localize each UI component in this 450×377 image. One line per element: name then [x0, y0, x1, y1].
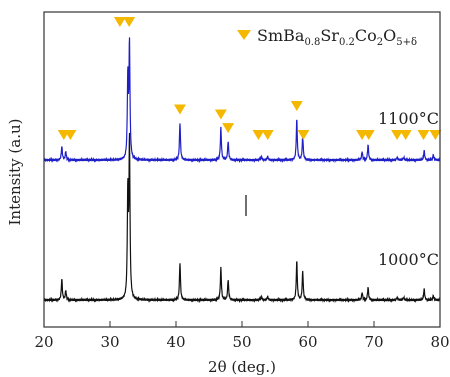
- series-label-1100: 1100°C: [378, 109, 439, 128]
- phase-marker-icon: [391, 130, 404, 140]
- series-layer: [43, 37, 441, 304]
- series-label-1000: 1000°C: [378, 250, 439, 269]
- phase-marker-icon: [113, 17, 126, 27]
- phase-marker-icon: [64, 130, 77, 140]
- phase-marker-icon: [417, 130, 430, 140]
- phase-marker-icon: [173, 104, 186, 115]
- phase-marker-icon: [399, 130, 412, 140]
- series-line-0: [43, 37, 441, 164]
- y-axis-label: Intensity (a.u): [6, 119, 24, 226]
- x-tick-label: 20: [34, 333, 53, 351]
- x-axis-ticks: 20 30 40 50 60 70 80: [34, 321, 450, 351]
- series-line-1: [43, 132, 441, 304]
- x-tick-label: 60: [298, 333, 317, 351]
- x-tick-label: 40: [166, 333, 185, 351]
- phase-marker-icon: [362, 130, 375, 140]
- legend-label: SmBa0.8Sr0.2Co2O5+δ: [257, 26, 417, 48]
- phase-markers: [57, 17, 442, 140]
- x-tick-label: 50: [232, 333, 251, 351]
- x-tick-label: 80: [430, 333, 449, 351]
- phase-marker-icon: [222, 123, 235, 134]
- x-tick-label: 70: [364, 333, 383, 351]
- phase-marker-icon: [123, 17, 136, 27]
- x-tick-label: 30: [100, 333, 119, 351]
- phase-marker-icon: [290, 100, 303, 111]
- phase-marker-icon: [429, 130, 442, 140]
- legend: SmBa0.8Sr0.2Co2O5+δ: [237, 26, 417, 48]
- phase-marker-icon: [297, 130, 310, 140]
- x-axis-label: 2θ (deg.): [208, 358, 276, 376]
- phase-marker-icon: [261, 130, 274, 140]
- phase-marker-icon: [214, 109, 227, 120]
- phase-marker-icon: [252, 130, 265, 140]
- legend-marker-icon: [237, 30, 251, 40]
- plot-frame: [43, 11, 441, 328]
